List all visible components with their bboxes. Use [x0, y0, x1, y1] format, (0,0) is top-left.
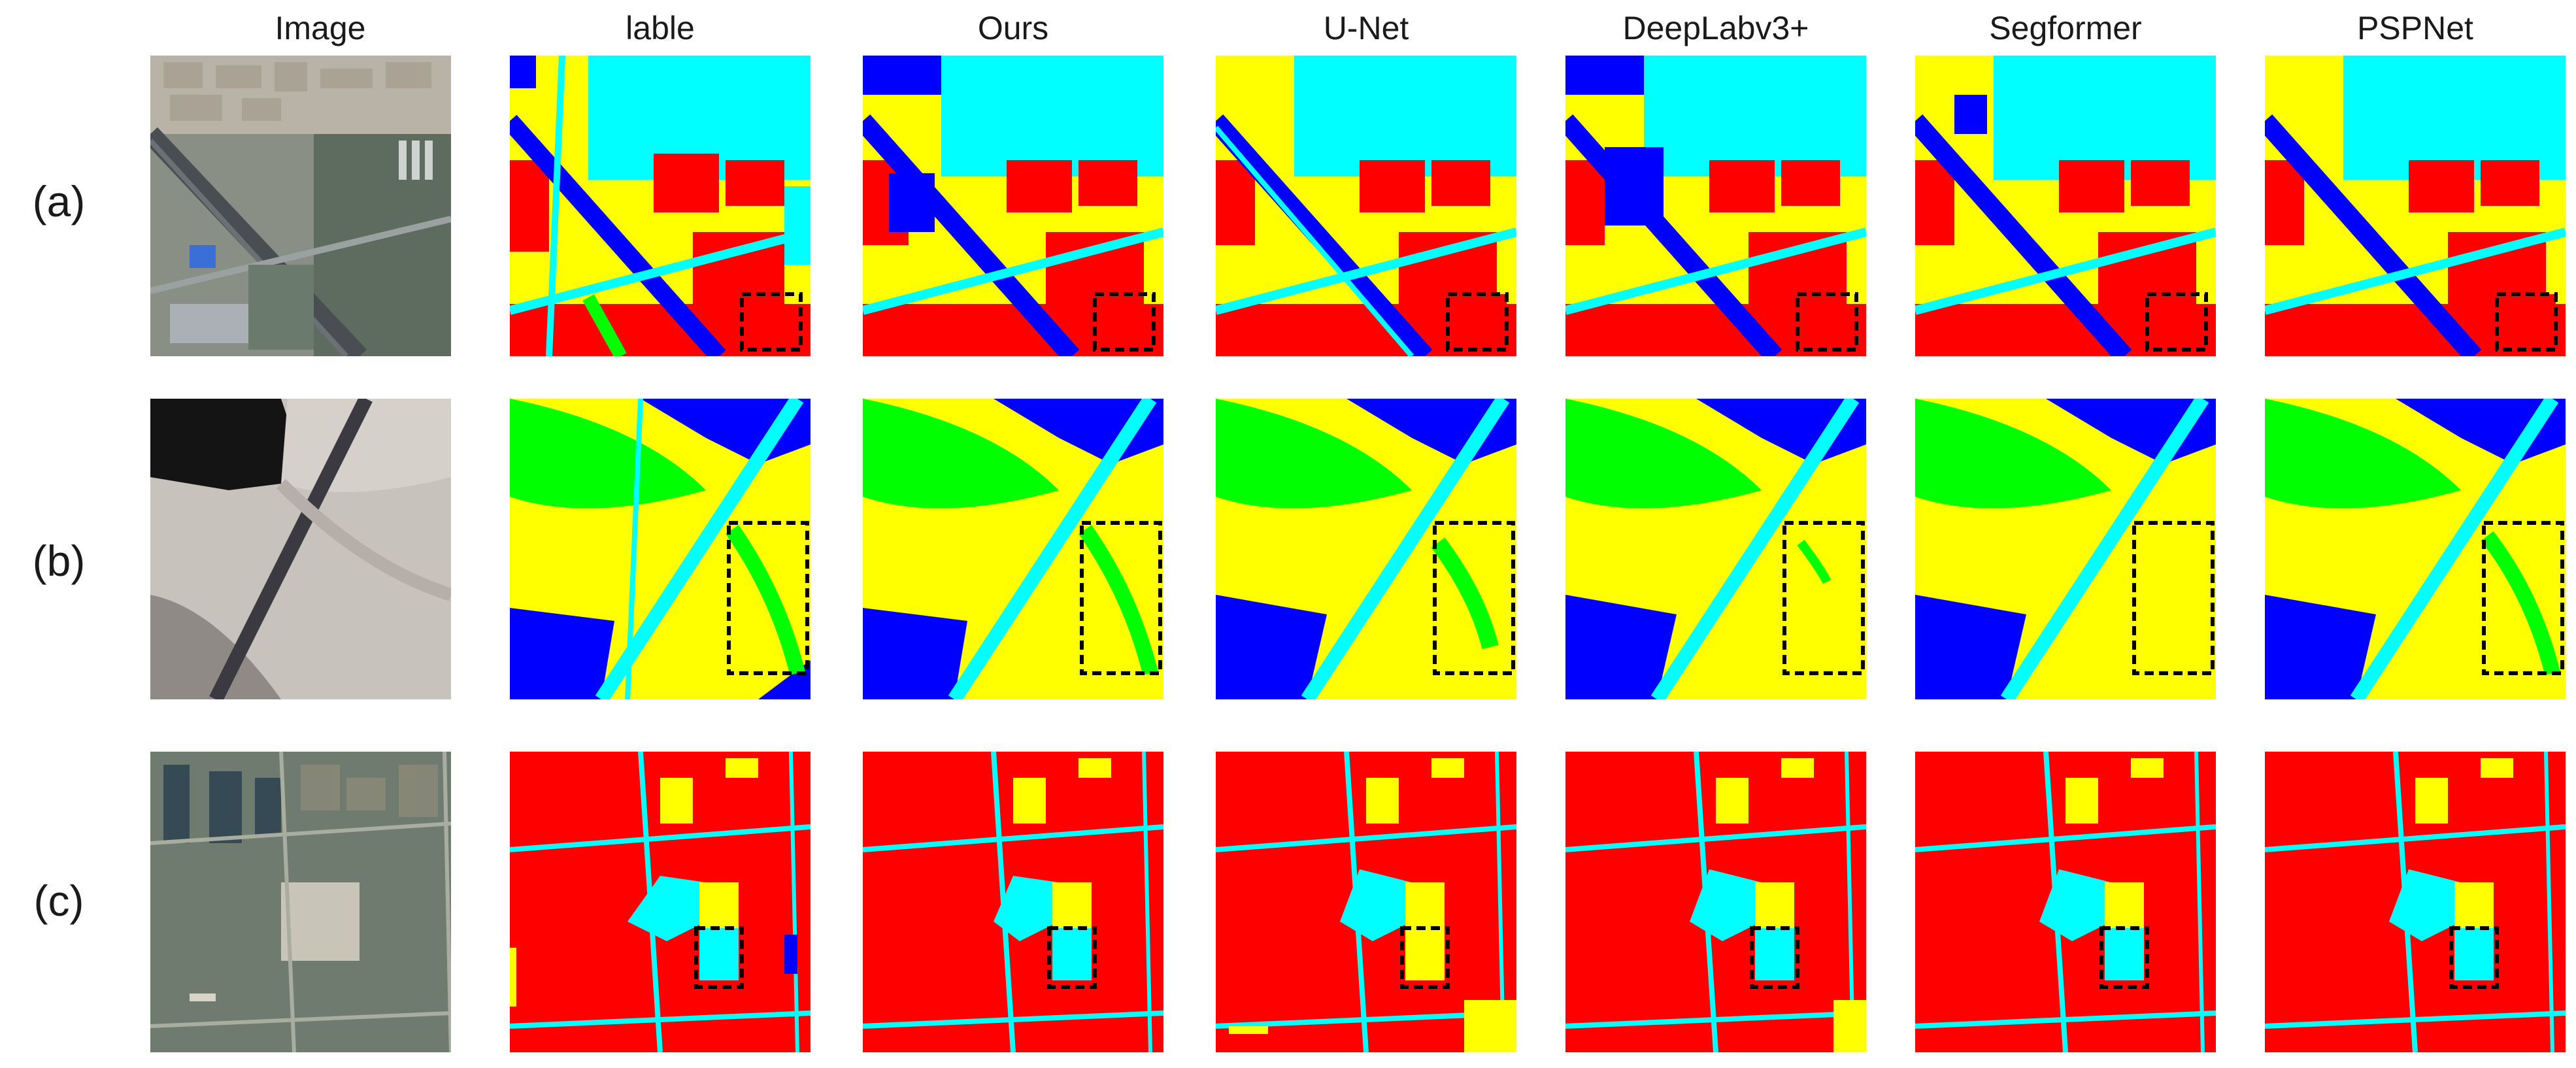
segmentation-pspnet-a — [2265, 56, 2566, 356]
row-label-a: (a) — [32, 177, 86, 225]
segmentation-label-b — [510, 399, 811, 699]
col-header-ours: Ours — [977, 10, 1049, 46]
segmentation-unet-c — [1216, 752, 1516, 1052]
satellite-image-a — [150, 56, 451, 356]
segmentation-ours-b — [863, 399, 1163, 699]
satellite-image-b — [150, 399, 451, 699]
segmentation-segformer-a — [1915, 56, 2216, 356]
col-header-label: lable — [626, 10, 695, 46]
segmentation-pspnet-b — [2265, 399, 2566, 699]
segmentation-deeplab-a — [1565, 56, 1866, 356]
col-header-unet: U-Net — [1323, 10, 1409, 46]
segmentation-deeplab-b — [1565, 399, 1866, 699]
satellite-image-c — [150, 752, 451, 1052]
col-header-image: Image — [275, 10, 366, 46]
segmentation-segformer-b — [1915, 399, 2216, 699]
row-label-c: (c) — [33, 876, 84, 925]
segmentation-ours-a — [863, 56, 1163, 356]
row-label-b: (b) — [32, 537, 86, 585]
segmentation-ours-c — [863, 752, 1163, 1052]
col-header-pspnet: PSPNet — [2357, 10, 2473, 46]
segmentation-pspnet-c — [2265, 752, 2566, 1052]
segmentation-segformer-c — [1915, 752, 2216, 1052]
segmentation-unet-a — [1216, 56, 1516, 356]
segmentation-label-a — [510, 56, 811, 356]
segmentation-label-c — [510, 752, 811, 1052]
col-header-segformer: Segformer — [1989, 10, 2142, 46]
col-header-deeplab: DeepLabv3+ — [1622, 10, 1809, 46]
segmentation-deeplab-c — [1565, 752, 1866, 1052]
segmentation-unet-b — [1216, 399, 1516, 699]
